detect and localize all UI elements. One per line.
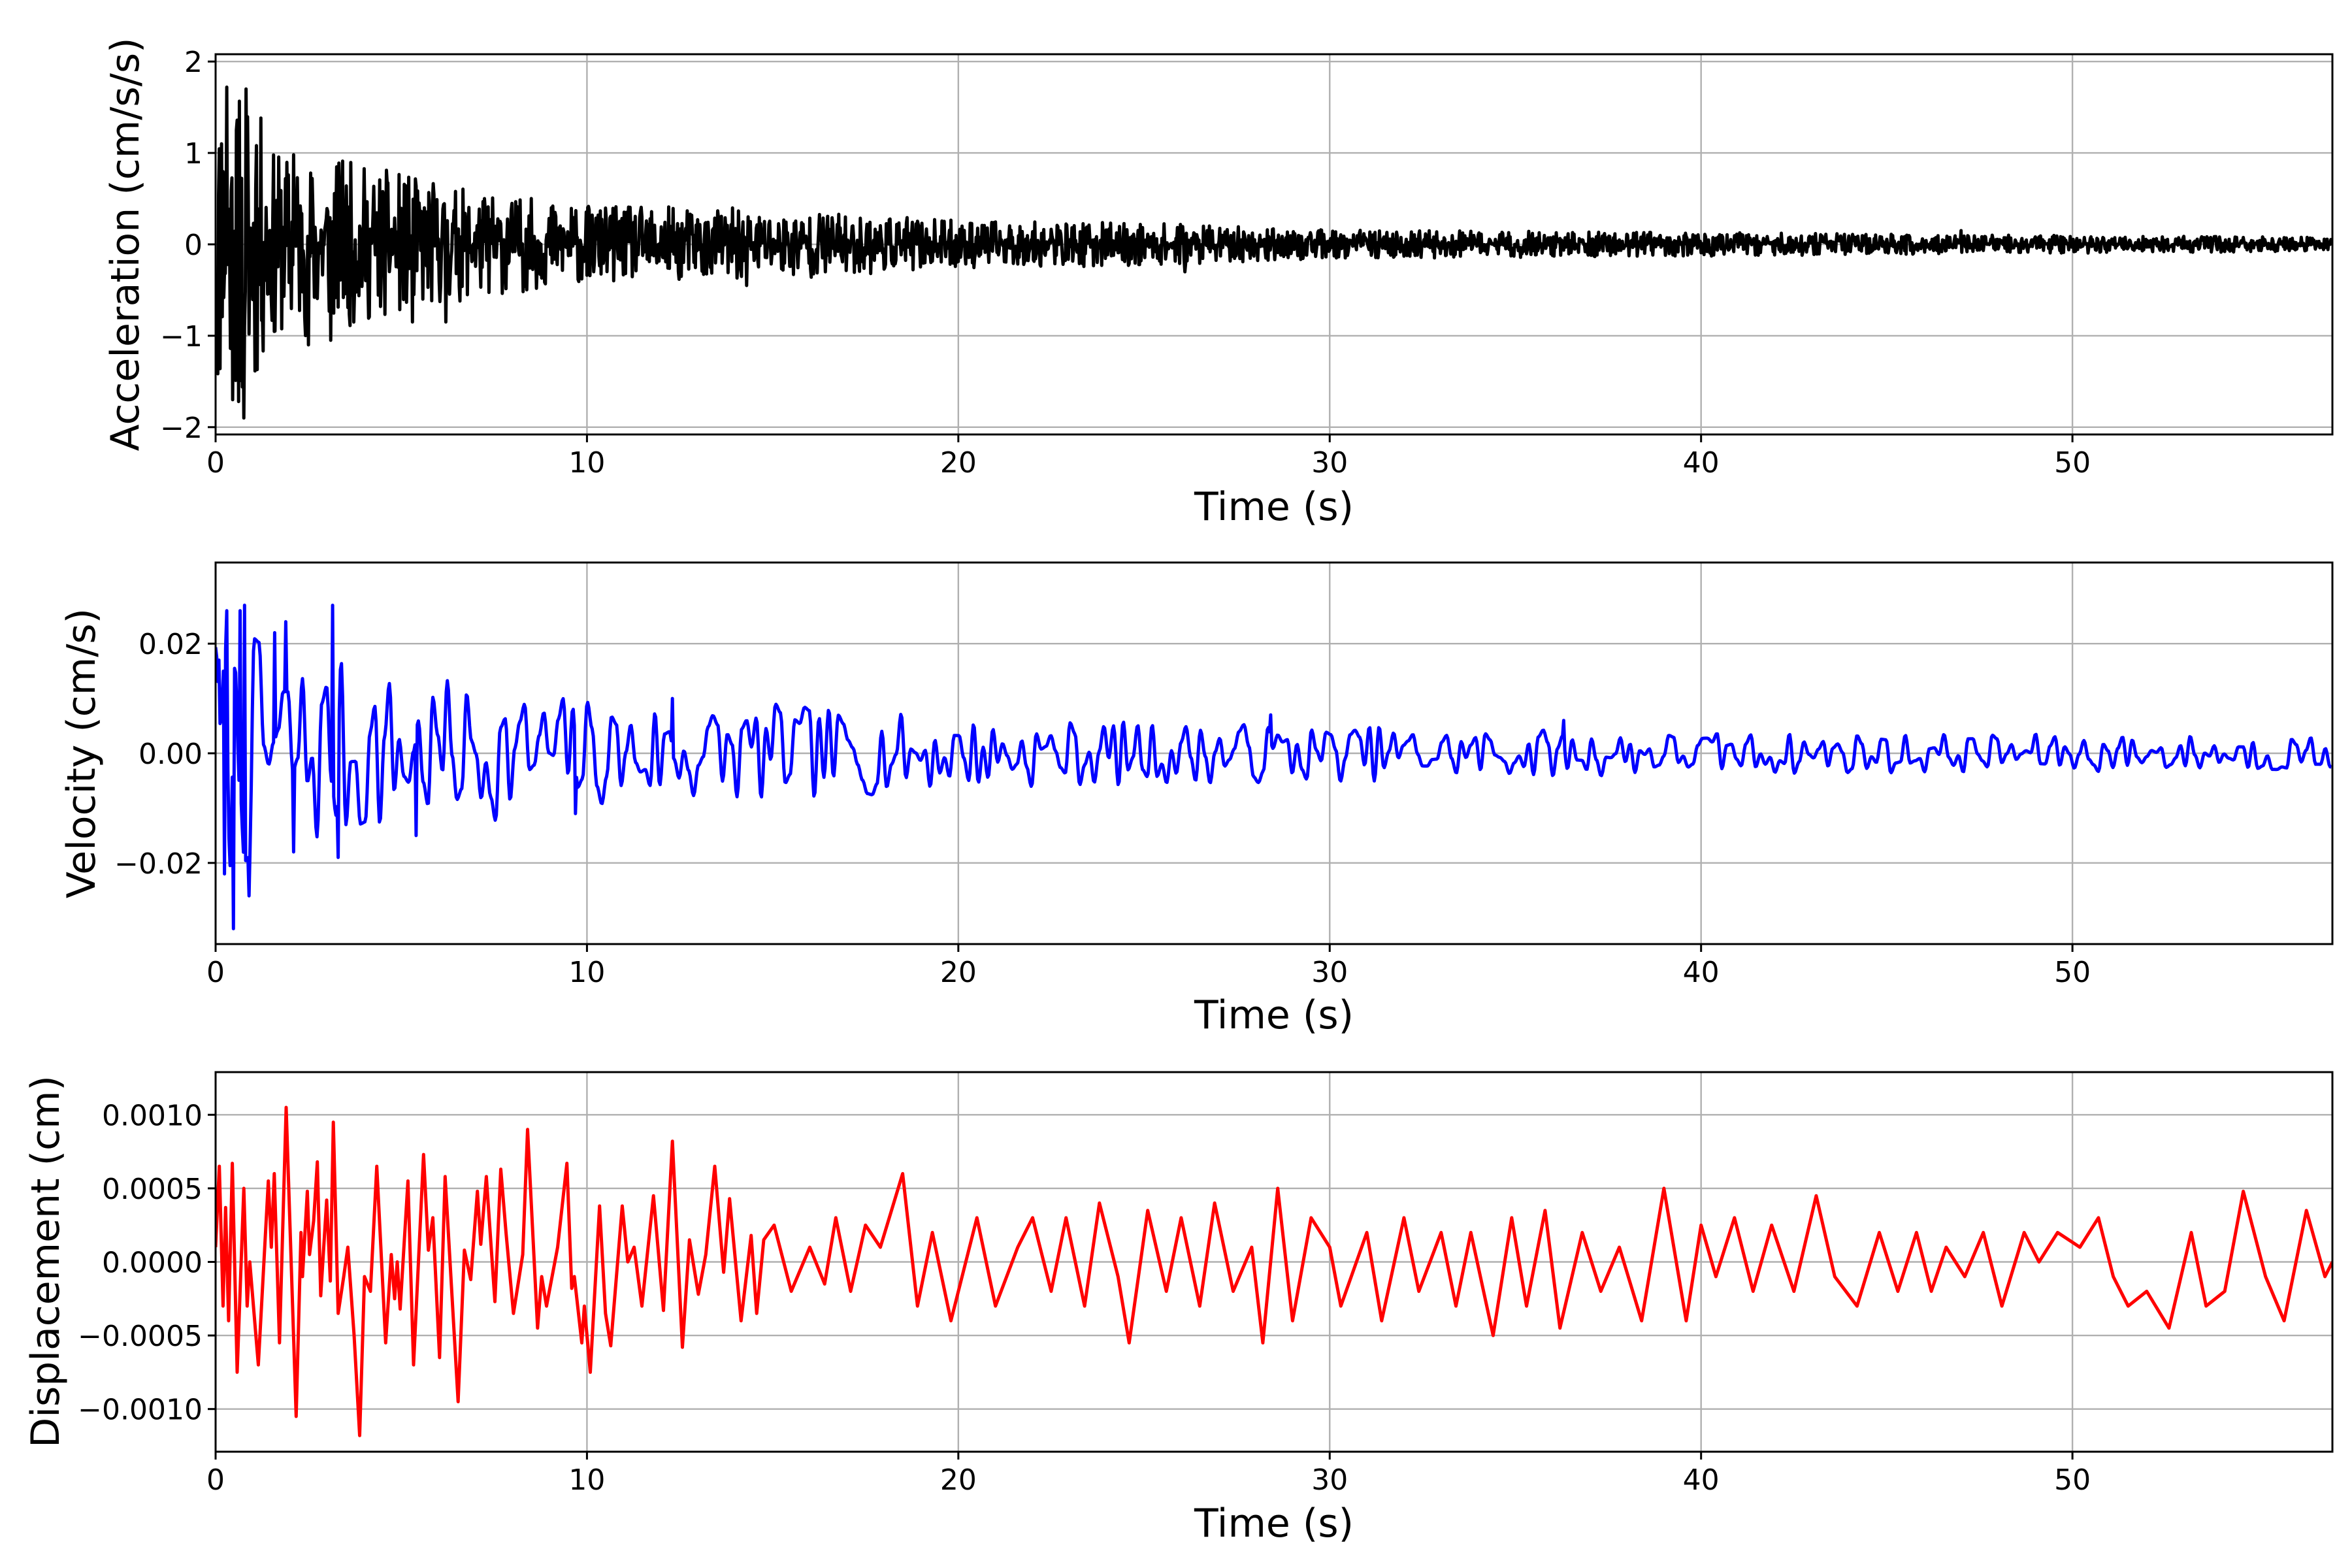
acceleration-xtick-label: 0 bbox=[206, 446, 225, 480]
acceleration-ytick-label: 1 bbox=[184, 137, 203, 171]
acceleration-series-line bbox=[216, 85, 2332, 420]
velocity-axes-frame bbox=[214, 561, 2334, 945]
displacement-ytick-label: 0.0005 bbox=[102, 1173, 203, 1206]
displacement-ytick-label: −0.0010 bbox=[78, 1394, 203, 1427]
displacement-axes-frame bbox=[214, 1071, 2334, 1453]
acceleration-panel: Time (s) Acceleration (cm/s/s) 0 10 20 30 40… bbox=[103, 37, 2334, 530]
acceleration-ylabel: Acceleration (cm/s/s) bbox=[103, 37, 148, 451]
velocity-ylabel: Velocity (cm/s) bbox=[59, 608, 105, 898]
displacement-xtick-label: 40 bbox=[1683, 1463, 1720, 1497]
acceleration-ytick-label: −2 bbox=[160, 412, 203, 445]
displacement-xtick-label: 10 bbox=[568, 1463, 605, 1497]
displacement-xtick-label: 0 bbox=[206, 1463, 225, 1497]
displacement-ytick-label: 0.0000 bbox=[102, 1247, 203, 1280]
velocity-xtick-label: 10 bbox=[568, 956, 605, 989]
acceleration-axes-frame bbox=[214, 53, 2334, 436]
displacement-xtick-label: 50 bbox=[2054, 1463, 2091, 1497]
velocity-series-line bbox=[216, 603, 2332, 930]
displacement-xlabel: Time (s) bbox=[1194, 1501, 1354, 1546]
velocity-xlabel: Time (s) bbox=[1194, 992, 1354, 1038]
acceleration-xlabel: Time (s) bbox=[1194, 484, 1354, 530]
velocity-xtick-label: 50 bbox=[2054, 956, 2091, 989]
acceleration-ytick-label: 2 bbox=[184, 46, 203, 79]
displacement-xtick-label: 20 bbox=[940, 1463, 977, 1497]
velocity-panel: Time (s) Velocity (cm/s) 0 10 20 30 40 50 −0.0… bbox=[59, 561, 2334, 1038]
acceleration-xtick-label: 10 bbox=[568, 446, 605, 480]
displacement-ytick-label: 0.0010 bbox=[102, 1099, 203, 1132]
displacement-panel: Time (s) Displacement (cm) 0 10 20 30 40 50 −0… bbox=[23, 1071, 2334, 1546]
acceleration-xtick-label: 20 bbox=[940, 446, 977, 480]
acceleration-ytick-label: 0 bbox=[184, 229, 203, 262]
velocity-ytick-label: −0.02 bbox=[114, 847, 203, 881]
displacement-series-line bbox=[216, 1105, 2332, 1437]
velocity-ytick-label: 0.00 bbox=[139, 738, 203, 771]
velocity-xtick-label: 0 bbox=[206, 956, 225, 989]
displacement-ytick-label: −0.0005 bbox=[78, 1320, 203, 1353]
velocity-xtick-label: 20 bbox=[940, 956, 977, 989]
acceleration-xtick-label: 30 bbox=[1311, 446, 1348, 480]
velocity-ytick-label: 0.02 bbox=[139, 628, 203, 661]
velocity-xtick-label: 40 bbox=[1683, 956, 1720, 989]
acceleration-xtick-label: 40 bbox=[1683, 446, 1720, 480]
displacement-ylabel: Displacement (cm) bbox=[23, 1075, 69, 1448]
velocity-xtick-label: 30 bbox=[1311, 956, 1348, 989]
acceleration-xtick-label: 50 bbox=[2054, 446, 2091, 480]
acceleration-ytick-label: −1 bbox=[160, 320, 203, 353]
displacement-xtick-label: 30 bbox=[1311, 1463, 1348, 1497]
